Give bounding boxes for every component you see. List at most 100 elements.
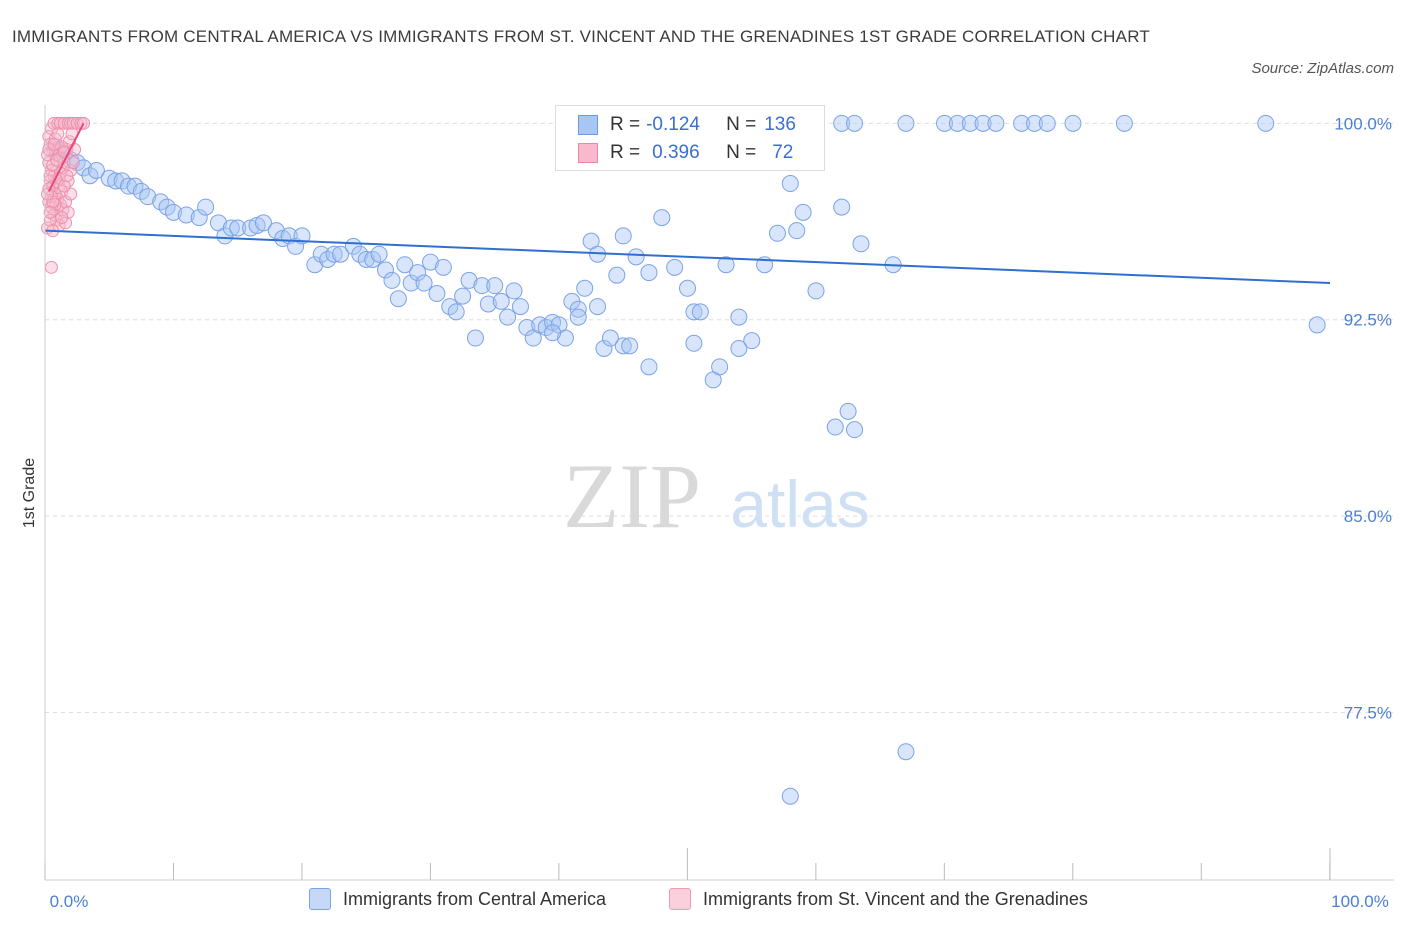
- point-central-america-22: [222, 219, 240, 237]
- watermark-atlas: atlas: [730, 467, 869, 541]
- point-central-america-124: [1064, 114, 1082, 132]
- y-tick-label-1: 92.5%: [1344, 311, 1392, 330]
- point-central-america-64: [518, 319, 536, 337]
- legend-item-st-vincent: Immigrants from St. Vincent and the Gren…: [669, 888, 1088, 910]
- point-st-vincent-68: [55, 211, 69, 225]
- legend-swatch-blue: [578, 115, 598, 135]
- point-central-america-117: [948, 114, 966, 132]
- point-central-america-104: [833, 198, 851, 216]
- point-central-america-39: [357, 250, 375, 268]
- legend-n-value: 72: [772, 142, 794, 163]
- point-central-america-122: [1025, 114, 1043, 132]
- point-central-america-48: [415, 274, 433, 292]
- point-central-america-23: [229, 219, 247, 237]
- point-central-america-63: [511, 298, 529, 316]
- y-tick-label-0: 100.0%: [1334, 114, 1392, 133]
- grid-lines: [45, 122, 1394, 713]
- legend-row-central-america: R = -0.124 N = 136: [578, 112, 796, 138]
- x-tick-label-min: 0.0%: [50, 892, 89, 911]
- point-central-america-6: [87, 161, 105, 179]
- trend-line-st-vincent: [47, 122, 85, 192]
- point-central-america-83: [653, 209, 671, 227]
- point-central-america-30: [287, 237, 305, 255]
- point-central-america-99: [826, 418, 844, 436]
- point-central-america-57: [473, 277, 491, 295]
- point-st-vincent-56: [50, 153, 64, 167]
- legend-swatch-pink: [669, 888, 691, 910]
- point-central-america-49: [422, 253, 439, 271]
- point-central-america-10: [120, 177, 138, 195]
- point-st-vincent-65: [46, 195, 60, 209]
- legend-row-st-vincent: R = 0.396 N = 72: [578, 140, 793, 166]
- point-central-america-45: [396, 256, 414, 274]
- point-central-america-101: [846, 421, 864, 439]
- point-central-america-129: [730, 339, 748, 357]
- point-central-america-47: [409, 264, 427, 282]
- point-central-america-76: [595, 339, 613, 357]
- point-central-america-96: [788, 222, 806, 240]
- point-central-america-87: [691, 303, 709, 321]
- point-central-america-77: [601, 329, 619, 347]
- point-central-america-50: [428, 285, 446, 303]
- point-central-america-118: [961, 114, 979, 132]
- point-st-vincent-47: [42, 143, 56, 157]
- point-st-vincent-66: [43, 205, 57, 219]
- point-central-america-26: [254, 214, 272, 232]
- point-central-america-105: [852, 235, 870, 253]
- point-central-america-59: [486, 277, 504, 295]
- point-central-america-19: [197, 198, 215, 216]
- point-central-america-123: [1038, 114, 1056, 132]
- point-central-america-58: [479, 295, 497, 313]
- legend-r-value: 0.396: [652, 142, 700, 163]
- point-central-america-46: [402, 274, 420, 292]
- point-central-america-80: [621, 337, 639, 355]
- point-central-america-81: [627, 248, 645, 266]
- point-st-vincent-42: [66, 156, 80, 170]
- point-central-america-73: [576, 279, 594, 297]
- point-st-vincent-39: [59, 195, 73, 209]
- series-legend: Immigrants from Central America Immigran…: [0, 888, 1406, 918]
- point-central-america-56: [466, 329, 484, 347]
- legend-label: Immigrants from Central America: [343, 888, 607, 909]
- x-tick-marks: [44, 848, 1331, 880]
- y-tick-label-3: 77.5%: [1344, 703, 1392, 722]
- point-central-america-91: [730, 308, 748, 326]
- point-st-vincent-57: [47, 137, 61, 151]
- point-central-america-35: [325, 245, 343, 263]
- point-central-america-36: [332, 245, 350, 263]
- y-axis-label: 1st Grade: [21, 458, 38, 528]
- point-central-america-42: [377, 261, 395, 279]
- point-central-america-31: [293, 227, 311, 245]
- point-central-america-79: [614, 337, 632, 355]
- legend-r-label: R =: [610, 114, 641, 135]
- point-central-america-60: [492, 292, 510, 310]
- point-central-america-94: [768, 224, 786, 242]
- legend-r-value: -0.124: [646, 114, 700, 135]
- point-central-america-32: [306, 256, 324, 274]
- point-central-america-132: [614, 227, 632, 245]
- point-central-america-70: [556, 329, 574, 347]
- point-central-america-125: [1115, 114, 1133, 132]
- legend-swatch-pink: [578, 143, 598, 163]
- point-central-america-16: [165, 203, 182, 221]
- point-st-vincent-67: [41, 187, 55, 201]
- point-central-america-115: [897, 114, 915, 132]
- point-central-america-102: [897, 743, 915, 761]
- point-central-america-86: [685, 303, 703, 321]
- point-central-america-53: [447, 303, 465, 321]
- point-central-america-13: [139, 188, 157, 206]
- point-central-america-61: [499, 308, 517, 326]
- point-central-america-92: [743, 332, 761, 350]
- point-central-america-62: [505, 282, 523, 300]
- point-central-america-133: [589, 298, 607, 316]
- correlation-legend: R = -0.124 N = 136 R = 0.396 N = 72: [555, 105, 825, 171]
- point-central-america-95: [781, 175, 799, 193]
- point-central-america-78: [608, 266, 626, 284]
- point-central-america-116: [936, 114, 953, 132]
- point-central-america-119: [974, 114, 992, 132]
- point-central-america-100: [839, 402, 857, 420]
- legend-item-central-america: Immigrants from Central America: [309, 888, 606, 910]
- legend-label: Immigrants from St. Vincent and the Gren…: [703, 888, 1088, 909]
- point-central-america-17: [177, 206, 195, 224]
